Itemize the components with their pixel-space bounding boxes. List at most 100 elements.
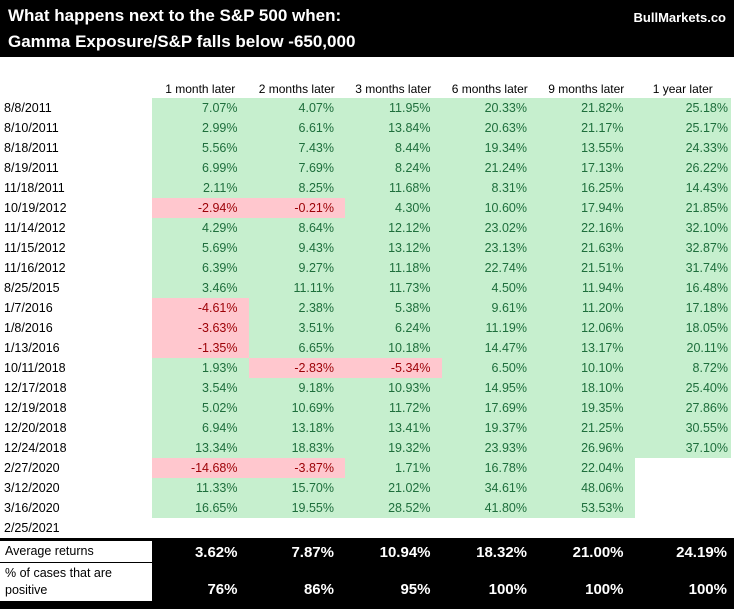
return-cell: -1.35%: [152, 338, 249, 358]
table-row: 12/17/2018 3.54% 9.18% 10.93% 14.95% 18.10% 25…: [0, 378, 731, 398]
table-row: 10/11/2018 1.93% -2.83% -5.34% 6.50% 10.10% 8.…: [0, 358, 731, 378]
column-header: 6 months later: [451, 81, 528, 96]
summary-block: Average returns 3.62% 7.87% 10.94% 18.32% 21.…: [0, 538, 734, 601]
return-cell: 6.94%: [152, 418, 249, 438]
return-cell: -5.34%: [345, 358, 442, 378]
row-date: 12/24/2018: [4, 441, 67, 455]
table-row: 10/19/2012 -2.94% -0.21% 4.30% 10.60% 17.94% 2…: [0, 198, 731, 218]
return-cell: 13.18%: [248, 418, 345, 438]
return-cell: 16.78%: [441, 458, 538, 478]
return-cell: 6.99%: [152, 158, 249, 178]
return-cell: 8.44%: [345, 138, 442, 158]
return-cell: 23.13%: [441, 238, 538, 258]
return-cell: 28.52%: [345, 498, 442, 518]
return-cell: 34.61%: [441, 478, 538, 498]
row-date: 8/10/2011: [4, 121, 59, 135]
return-cell: 11.73%: [345, 278, 442, 298]
return-cell: 5.02%: [152, 398, 249, 418]
return-cell: 9.27%: [248, 258, 345, 278]
table-row: 3/16/2020 16.65% 19.55% 28.52% 41.80% 53.53%: [0, 498, 731, 518]
table-row: 8/19/2011 6.99% 7.69% 8.24% 21.24% 17.13% 26.2…: [0, 158, 731, 178]
table-row: 12/20/2018 6.94% 13.18% 13.41% 19.37% 21.25% 3…: [0, 418, 731, 438]
returns-table: 1 month later 2 months later 3 months late…: [0, 79, 731, 538]
corner-spacer: [0, 79, 152, 98]
row-date: 2/27/2020: [4, 461, 60, 475]
return-cell: 1.71%: [345, 458, 442, 478]
return-cell: 19.34%: [441, 138, 538, 158]
table-body: 8/8/2011 7.07% 4.07% 11.95% 20.33% 21.82% 25.1…: [0, 98, 731, 538]
row-date: 11/14/2012: [4, 221, 66, 235]
return-cell: 19.35%: [538, 398, 635, 418]
return-cell: 11.18%: [345, 258, 442, 278]
return-cell: 41.80%: [441, 498, 538, 518]
return-cell: 22.16%: [538, 218, 635, 238]
return-cell: 6.24%: [345, 318, 442, 338]
table-row: 2/25/2021: [0, 518, 731, 538]
return-cell: 13.55%: [538, 138, 635, 158]
table-row: 11/16/2012 6.39% 9.27% 11.18% 22.74% 21.51% 31…: [0, 258, 731, 278]
return-cell: -0.21%: [248, 198, 345, 218]
return-cell: 8.24%: [345, 158, 442, 178]
return-cell: [345, 518, 442, 538]
row-date: 12/17/2018: [4, 381, 67, 395]
return-cell: 11.95%: [345, 98, 442, 118]
return-cell: 11.20%: [538, 298, 635, 318]
return-cell: 14.95%: [441, 378, 538, 398]
return-cell: -3.87%: [248, 458, 345, 478]
return-cell: 20.63%: [441, 118, 538, 138]
summary-value: 100%: [634, 563, 734, 601]
return-cell: -4.61%: [152, 298, 249, 318]
table-row: 1/7/2016 -4.61% 2.38% 5.38% 9.61% 11.20% 17.18…: [0, 298, 731, 318]
return-cell: 14.43%: [634, 178, 731, 198]
return-cell: 16.25%: [538, 178, 635, 198]
return-cell: 7.07%: [152, 98, 249, 118]
return-cell: 11.72%: [345, 398, 442, 418]
row-date: 3/12/2020: [4, 481, 60, 495]
return-cell: 25.40%: [634, 378, 731, 398]
return-cell: 21.17%: [538, 118, 635, 138]
return-cell: 25.18%: [634, 98, 731, 118]
return-cell: 3.54%: [152, 378, 249, 398]
return-cell: 9.43%: [248, 238, 345, 258]
return-cell: 6.39%: [152, 258, 249, 278]
return-cell: 17.13%: [538, 158, 635, 178]
return-cell: 10.93%: [345, 378, 442, 398]
table-row: 8/25/2015 3.46% 11.11% 11.73% 4.50% 11.94% 16.…: [0, 278, 731, 298]
summary-row-positive: % of cases that are positive 76% 86% 95% 100…: [0, 563, 734, 601]
return-cell: 18.05%: [634, 318, 731, 338]
return-cell: 21.82%: [538, 98, 635, 118]
column-header-row: 1 month later 2 months later 3 months late…: [0, 79, 731, 98]
row-date: 11/15/2012: [4, 241, 66, 255]
summary-label: Average returns: [0, 541, 152, 563]
page-title-line2: Gamma Exposure/S&P falls below -650,000: [8, 32, 356, 51]
table-row: 11/18/2011 2.11% 8.25% 11.68% 8.31% 16.25% 14.…: [0, 178, 731, 198]
return-cell: [634, 498, 731, 518]
return-cell: 18.10%: [538, 378, 635, 398]
return-cell: 4.50%: [441, 278, 538, 298]
return-cell: 21.02%: [345, 478, 442, 498]
return-cell: [152, 518, 249, 538]
return-cell: [441, 518, 538, 538]
return-cell: 32.87%: [634, 238, 731, 258]
return-cell: 8.64%: [248, 218, 345, 238]
return-cell: 12.12%: [345, 218, 442, 238]
return-cell: -2.94%: [152, 198, 249, 218]
return-cell: 4.29%: [152, 218, 249, 238]
summary-value: 3.62%: [152, 541, 249, 563]
return-cell: 2.99%: [152, 118, 249, 138]
title-block: What happens next to the S&P 500 when: G…: [0, 0, 734, 57]
return-cell: 6.65%: [248, 338, 345, 358]
return-cell: 4.30%: [345, 198, 442, 218]
return-cell: -14.68%: [152, 458, 249, 478]
return-cell: [538, 518, 635, 538]
return-cell: 9.18%: [248, 378, 345, 398]
table-row: 2/27/2020 -14.68% -3.87% 1.71% 16.78% 22.04%: [0, 458, 731, 478]
return-cell: 2.11%: [152, 178, 249, 198]
return-cell: 22.74%: [441, 258, 538, 278]
summary-label: % of cases that are positive: [0, 563, 152, 601]
summary-value: 7.87%: [248, 541, 345, 563]
return-cell: 24.33%: [634, 138, 731, 158]
return-cell: 10.18%: [345, 338, 442, 358]
return-cell: 30.55%: [634, 418, 731, 438]
return-cell: 26.22%: [634, 158, 731, 178]
